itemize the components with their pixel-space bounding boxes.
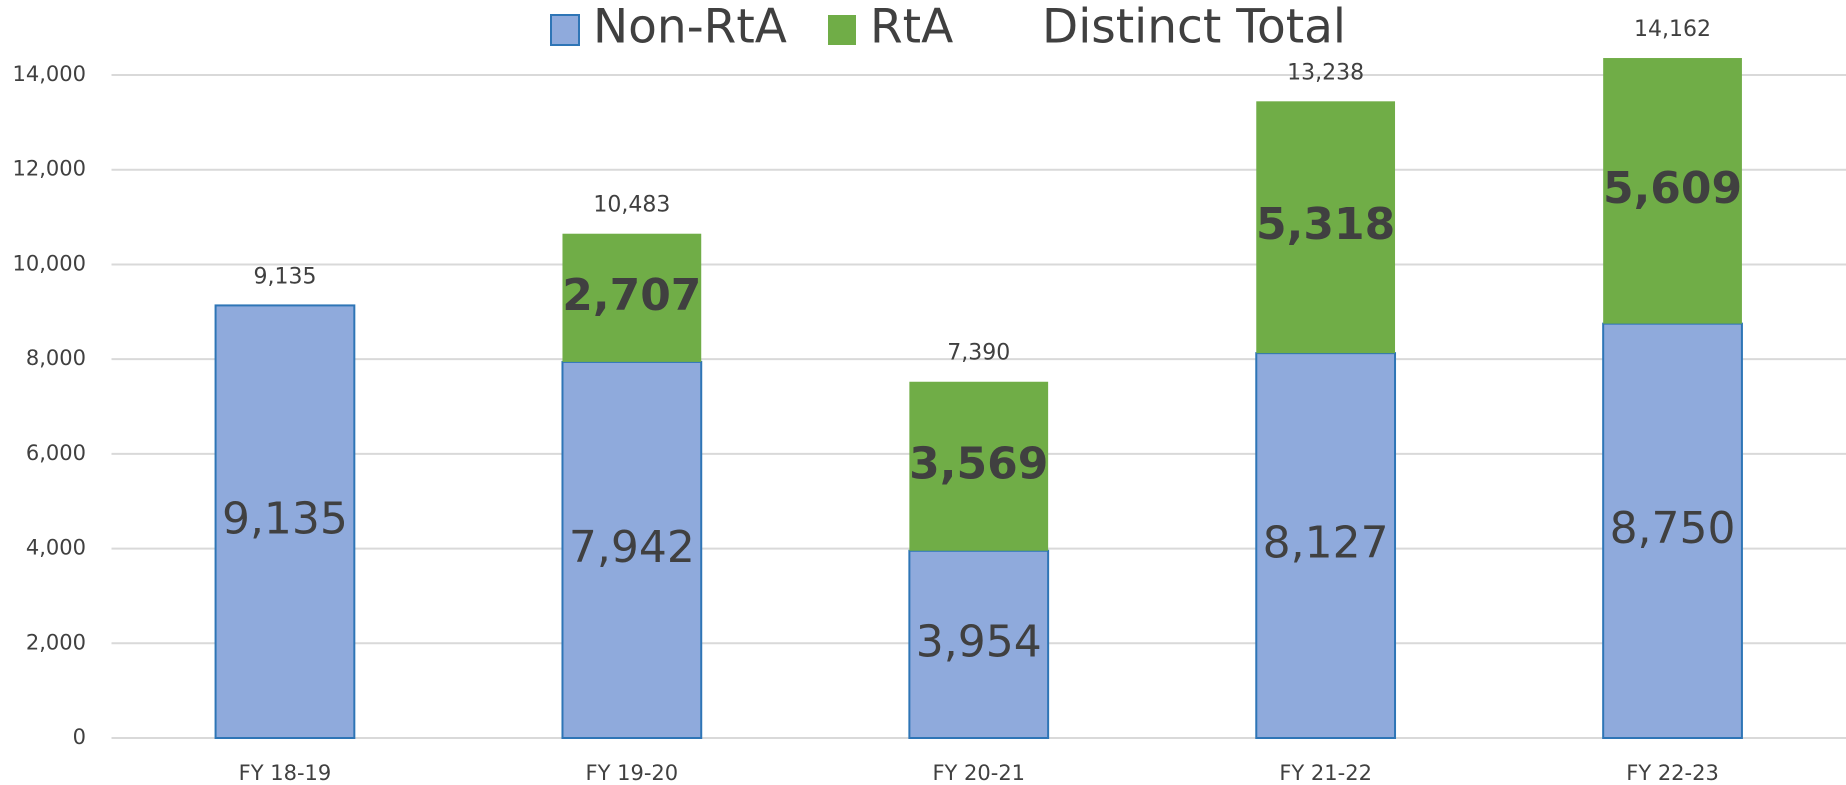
y-tick-label: 0 — [73, 725, 86, 749]
y-tick-label: 14,000 — [13, 62, 86, 86]
total-label: 9,135 — [253, 264, 316, 289]
total-label: 10,483 — [593, 193, 670, 218]
bar-segment — [1256, 101, 1396, 354]
bar-segment — [214, 304, 356, 739]
y-tick-label: 6,000 — [26, 441, 86, 465]
bar-segment — [1255, 352, 1397, 739]
legend-label: RtA — [870, 0, 953, 55]
bar-segment — [908, 549, 1050, 739]
y-tick-label: 12,000 — [13, 157, 86, 181]
total-label: 7,390 — [947, 341, 1010, 366]
x-tick-label: FY 22-23 — [1626, 761, 1719, 785]
value-label: 2,707 — [562, 270, 701, 321]
value-label: 3,569 — [909, 438, 1048, 489]
value-label: 8,750 — [1610, 503, 1736, 554]
value-label: 9,135 — [222, 494, 348, 545]
legend-label: Non-RtA — [593, 0, 787, 55]
x-tick-label: FY 20-21 — [932, 761, 1025, 785]
x-tick-label: FY 19-20 — [586, 761, 679, 785]
total-label: 14,162 — [1634, 17, 1711, 42]
bar-segment — [561, 360, 703, 739]
legend-swatch — [828, 15, 856, 45]
value-label: 8,127 — [1263, 518, 1389, 569]
bar-segment — [909, 381, 1049, 551]
value-label: 5,609 — [1603, 163, 1742, 214]
legend-label: Distinct Total — [1042, 0, 1346, 55]
y-tick-label: 8,000 — [26, 346, 86, 370]
bar-segment — [562, 233, 702, 362]
bar-segment — [1602, 322, 1743, 739]
y-tick-label: 4,000 — [26, 536, 86, 560]
value-label: 3,954 — [916, 616, 1042, 667]
value-label: 5,318 — [1256, 199, 1395, 250]
total-label: 13,238 — [1287, 60, 1364, 85]
value-label: 7,942 — [569, 522, 695, 573]
legend-swatch — [550, 14, 580, 46]
y-tick-label: 10,000 — [13, 251, 86, 275]
bar-segment — [1603, 58, 1742, 324]
x-tick-label: FY 21-22 — [1279, 761, 1372, 785]
x-tick-label: FY 18-19 — [239, 761, 332, 785]
y-tick-label: 2,000 — [26, 630, 86, 654]
